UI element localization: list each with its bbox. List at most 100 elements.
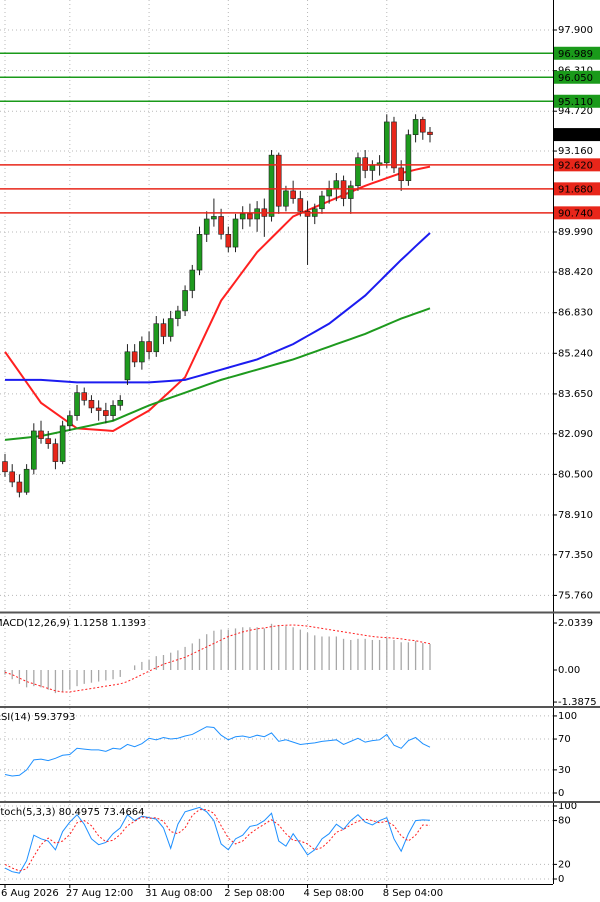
candle-body [211, 216, 217, 220]
candle-body [254, 208, 260, 220]
y-tick-label: 97.900 [558, 25, 593, 36]
candle-body [95, 407, 102, 411]
candle-body [362, 157, 368, 171]
candle-body [340, 180, 347, 199]
indicator-title: MACD(12,26,9) 1.1258 1.1393 [0, 618, 146, 629]
last-price-label: 93.805 [558, 130, 593, 141]
candle-body [59, 425, 66, 462]
candle-body [203, 218, 210, 235]
candle-body [2, 461, 8, 473]
candle-body [275, 154, 282, 207]
level-tag [554, 46, 600, 60]
candle-body [391, 121, 397, 169]
y-tick-label: -1.3875 [558, 697, 597, 708]
candle-body [131, 351, 138, 363]
candle-body [355, 157, 361, 187]
y-tick-label: 94.720 [558, 106, 593, 117]
candle-body [333, 180, 340, 189]
y-tick-label: 80.500 [558, 469, 593, 480]
y-tick-label: 0 [558, 788, 564, 799]
candle-body [67, 415, 73, 427]
y-tick-label: 0.00 [558, 665, 580, 676]
candle-body [383, 121, 390, 164]
candle-body [9, 471, 16, 483]
candle-body [146, 341, 152, 353]
level-label: 96.989 [558, 49, 593, 60]
candle-body [38, 430, 44, 439]
candle-body [319, 195, 325, 210]
candle-body [153, 323, 160, 353]
moving-average [4, 307, 431, 441]
level-label: 92.620 [558, 160, 593, 171]
candle-body [110, 405, 116, 416]
indicator-title: Stoch(5,3,3) 80.4975 73.4664 [0, 807, 145, 818]
time-label: 27 Aug 12:00 [66, 888, 133, 899]
indicator-title: RSI(14) 59.3793 [0, 712, 75, 723]
candle-body [81, 392, 88, 401]
y-tick-label: 86.830 [558, 308, 593, 319]
level-tag [554, 158, 600, 172]
candle-body [297, 198, 304, 212]
level-tag [554, 94, 600, 108]
candle-body [196, 234, 203, 271]
candle-body [398, 167, 404, 181]
time-label: 2 Sep 08:00 [224, 888, 284, 899]
time-label: 8 Sep 04:00 [383, 888, 443, 899]
y-tick-label: 88.420 [558, 267, 593, 278]
y-tick-label: 100 [558, 711, 577, 722]
level-tag [554, 70, 600, 84]
candle-body [239, 213, 246, 220]
candle-body [427, 131, 433, 135]
candle-body [304, 211, 311, 217]
y-tick-label: 30 [558, 765, 571, 776]
y-tick-label: 89.990 [558, 227, 593, 238]
candle-body [160, 323, 167, 337]
y-tick-label: 100 [558, 801, 577, 812]
level-label: 91.680 [558, 184, 593, 195]
level-tag [554, 206, 600, 220]
candle-body [290, 190, 296, 199]
candle-body [347, 185, 354, 199]
time-label: 31 Aug 08:00 [145, 888, 212, 899]
y-tick-label: 20 [558, 859, 571, 870]
candle-body [405, 134, 412, 181]
candle-body [167, 318, 174, 337]
moving-average [5, 232, 431, 384]
candle-body [139, 341, 145, 363]
level-label: 90.740 [558, 208, 593, 219]
candle-body [369, 165, 376, 171]
level-tag [554, 182, 600, 196]
y-tick-label: 77.350 [558, 550, 593, 561]
candle-body [117, 399, 124, 406]
y-tick-label: 80 [558, 816, 571, 827]
y-tick-label: 83.650 [558, 389, 593, 400]
candle-body [419, 119, 426, 133]
candle-body [23, 468, 30, 493]
candle-body [31, 430, 37, 470]
y-tick-label: 78.910 [558, 510, 593, 521]
indicator-line [4, 809, 431, 872]
y-tick-label: 70 [558, 734, 571, 745]
candle-body [45, 438, 52, 445]
candle-body [88, 399, 95, 409]
candle-body [189, 269, 196, 291]
indicator-line [4, 806, 431, 874]
candle-body [225, 234, 232, 248]
y-tick-label: 75.760 [558, 590, 593, 601]
candle-body [52, 443, 59, 462]
candle-body [247, 213, 253, 220]
candle-body [103, 410, 109, 416]
y-tick-label: 93.160 [558, 146, 593, 157]
indicator-line [4, 726, 431, 777]
time-label: 6 Aug 2026 [1, 888, 59, 899]
y-tick-label: 85.240 [558, 348, 593, 359]
candle-body [16, 481, 23, 493]
level-label: 96.050 [558, 73, 593, 84]
y-tick-label: 0 [558, 874, 564, 885]
candle-body [232, 218, 239, 248]
y-tick-label: 82.090 [558, 429, 593, 440]
last-price-tag [554, 128, 600, 142]
candle-body [218, 216, 224, 235]
